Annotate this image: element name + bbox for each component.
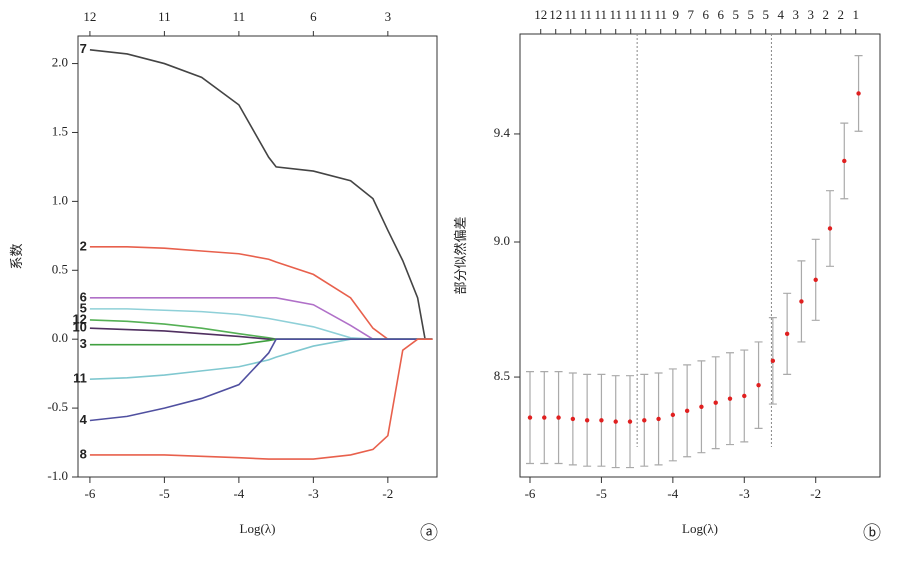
top-tick-label: 9 xyxy=(672,7,679,22)
y-tick-label: 0.5 xyxy=(52,261,68,276)
series-label: 3 xyxy=(80,336,87,351)
point xyxy=(856,91,861,96)
series-label: 11 xyxy=(73,371,87,386)
top-tick-label: 7 xyxy=(687,7,694,22)
point xyxy=(613,419,618,424)
y-tick-label: -0.5 xyxy=(47,399,68,414)
x-tick-label: -2 xyxy=(382,486,393,501)
top-tick-label: 11 xyxy=(639,7,652,22)
series-label: 2 xyxy=(80,238,87,253)
point xyxy=(684,408,690,414)
y-tick-label: 2.0 xyxy=(52,55,68,70)
top-tick-label: 5 xyxy=(762,7,769,22)
x-tick-label: -5 xyxy=(596,486,607,501)
point xyxy=(570,416,576,422)
y-tick-label: 8.5 xyxy=(494,368,510,383)
point xyxy=(784,331,790,337)
coef-path xyxy=(89,338,433,346)
point xyxy=(813,277,818,283)
y-tick-label: 9.0 xyxy=(494,233,510,248)
y-tick-label: 1.0 xyxy=(52,192,68,207)
point xyxy=(627,419,633,424)
series-label: 10 xyxy=(72,320,86,335)
top-tick-label: 6 xyxy=(717,7,724,22)
panel-label: ⓑ xyxy=(863,523,881,543)
top-tick-label: 2 xyxy=(837,7,844,22)
point xyxy=(599,418,604,423)
x-axis-label: Log(λ) xyxy=(682,521,718,536)
y-tick-label: 9.4 xyxy=(494,125,511,140)
plot-frame xyxy=(519,33,881,478)
y-tick-label: 1.5 xyxy=(52,123,68,138)
top-tick-label: 5 xyxy=(732,7,739,22)
point xyxy=(799,299,804,304)
y-axis-label: 部分似然偏差 xyxy=(453,216,468,294)
top-tick-label: 11 xyxy=(158,9,171,24)
point xyxy=(756,382,761,388)
point xyxy=(542,415,547,420)
point xyxy=(584,418,590,423)
top-tick-label: 11 xyxy=(579,7,592,22)
top-tick-label: 12 xyxy=(83,9,96,24)
top-tick-label: 1 xyxy=(852,7,859,22)
x-tick-label: -3 xyxy=(739,486,750,501)
top-tick-label: 3 xyxy=(792,7,799,22)
y-axis-label: 系数 xyxy=(9,243,24,269)
coef-path xyxy=(89,297,433,340)
series-label: 6 xyxy=(80,289,87,304)
coef-path xyxy=(89,246,433,340)
top-tick-label: 11 xyxy=(564,7,577,22)
x-tick-label: -5 xyxy=(159,486,170,501)
top-tick-label: 3 xyxy=(385,9,392,24)
panel-label: ⓐ xyxy=(420,523,438,543)
x-tick-label: -4 xyxy=(667,486,678,501)
series-label: 7 xyxy=(80,41,87,56)
x-tick-label: -4 xyxy=(233,486,244,501)
point xyxy=(642,418,647,423)
series-label: 4 xyxy=(80,412,88,427)
top-tick-label: 6 xyxy=(310,9,317,24)
plot-frame xyxy=(77,35,438,478)
top-tick-label: 11 xyxy=(609,7,622,22)
y-tick-label: 0.0 xyxy=(52,330,68,345)
top-tick-label: 6 xyxy=(702,7,709,22)
top-tick-label: 3 xyxy=(807,7,814,22)
top-tick-label: 11 xyxy=(233,9,246,24)
point xyxy=(670,412,676,418)
point xyxy=(742,393,747,399)
top-tick-label: 4 xyxy=(777,7,784,22)
top-tick-label: 5 xyxy=(747,7,754,22)
x-axis-label: Log(λ) xyxy=(240,521,276,536)
top-tick-label: 12 xyxy=(534,7,547,22)
point xyxy=(699,404,704,409)
coef-path xyxy=(89,48,433,340)
point xyxy=(770,358,776,364)
y-tick-label: -1.0 xyxy=(47,468,68,483)
series-label: 8 xyxy=(80,446,87,461)
top-tick-label: 2 xyxy=(822,7,829,22)
point xyxy=(556,415,561,420)
x-tick-label: -3 xyxy=(308,486,319,501)
point xyxy=(827,226,833,231)
top-tick-label: 11 xyxy=(654,7,667,22)
point xyxy=(727,396,733,401)
x-tick-label: -2 xyxy=(810,486,821,501)
point xyxy=(842,158,847,164)
x-tick-label: -6 xyxy=(84,486,95,501)
top-tick-label: 12 xyxy=(549,7,562,22)
top-tick-label: 11 xyxy=(624,7,637,22)
point xyxy=(656,416,661,422)
point xyxy=(713,400,718,405)
series-label: 12 xyxy=(72,311,86,326)
coef-path xyxy=(89,338,433,460)
series-label: 5 xyxy=(80,300,87,315)
coef-path xyxy=(89,338,433,422)
top-tick-label: 11 xyxy=(594,7,607,22)
x-tick-label: -6 xyxy=(525,486,536,501)
point xyxy=(527,415,533,420)
